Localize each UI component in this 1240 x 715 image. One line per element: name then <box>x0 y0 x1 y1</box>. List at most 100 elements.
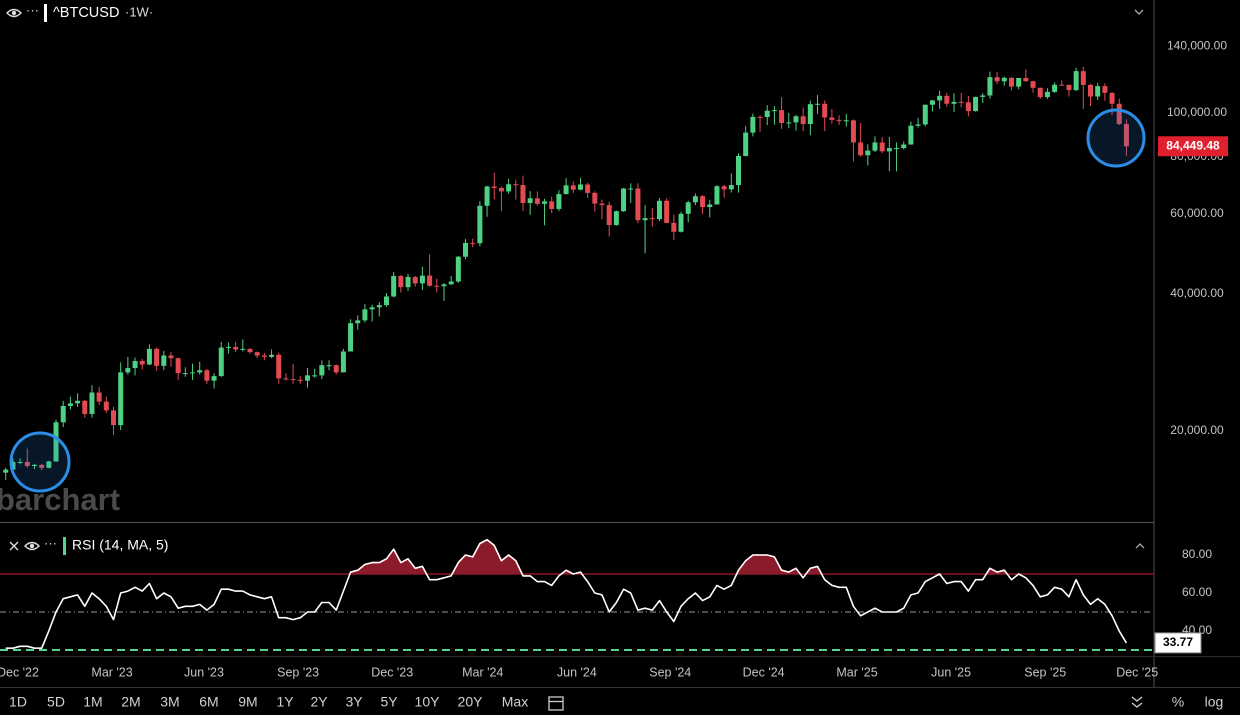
range-button[interactable]: 1D <box>9 694 27 710</box>
menu-dots[interactable]: ··· <box>44 535 57 550</box>
candle-body <box>182 373 188 375</box>
candle-body <box>592 192 598 204</box>
candle-body <box>613 211 619 226</box>
candle-body <box>807 104 813 125</box>
eye-icon[interactable] <box>24 541 40 551</box>
collapse-icon[interactable] <box>1134 9 1144 15</box>
candle-body <box>304 375 310 381</box>
candle-body <box>434 285 440 287</box>
candle-body <box>455 256 461 282</box>
candle-body <box>671 222 677 232</box>
candle-body <box>642 218 648 221</box>
candle-body <box>168 355 174 359</box>
candle-body <box>764 110 770 118</box>
collapse-icon[interactable] <box>1135 543 1145 549</box>
candle-body <box>197 370 203 373</box>
candle-body <box>628 188 634 190</box>
candle-body <box>441 284 447 287</box>
candle-body <box>125 368 131 373</box>
range-button[interactable]: 1Y <box>276 694 294 710</box>
candle-body <box>879 142 885 152</box>
range-button[interactable]: 2Y <box>310 694 328 710</box>
x-tick-label: Sep '24 <box>649 665 691 679</box>
range-button[interactable]: 3Y <box>345 694 363 710</box>
candle-body <box>96 392 102 402</box>
candle-body <box>678 213 684 232</box>
candle-body <box>585 184 591 193</box>
candle-body <box>886 148 892 152</box>
log-toggle[interactable]: log <box>1205 694 1224 710</box>
x-tick-label: Mar '23 <box>91 665 132 679</box>
rsi-line <box>5 538 1128 649</box>
candle-body <box>1066 84 1072 91</box>
y-tick-label: 80.00 <box>1182 547 1212 561</box>
range-button[interactable]: 2M <box>121 694 140 710</box>
candle-body <box>771 110 777 112</box>
highlight-circle <box>9 431 71 493</box>
watermark: barchart <box>0 482 120 517</box>
candle-body <box>31 464 37 467</box>
candle-body <box>1001 77 1007 82</box>
candle-body <box>398 276 404 288</box>
candle-body <box>858 142 864 156</box>
candle-body <box>484 186 490 206</box>
candle-body <box>319 365 325 376</box>
candle-body <box>240 348 246 350</box>
candle-body <box>218 347 224 377</box>
eye-icon[interactable] <box>6 8 22 18</box>
candle-body <box>24 461 30 467</box>
candle-body <box>973 96 979 112</box>
candle-body <box>707 204 713 208</box>
candle-body <box>405 276 411 288</box>
expand-icon[interactable] <box>1131 696 1143 708</box>
candle-body <box>850 120 856 143</box>
calendar-icon[interactable] <box>548 696 564 711</box>
candle-body <box>67 403 73 406</box>
candle-body <box>190 372 196 374</box>
price-pane <box>3 66 1129 481</box>
candle-body <box>664 200 670 223</box>
range-button[interactable]: 6M <box>199 694 218 710</box>
candle-body <box>247 348 253 353</box>
candle-body <box>103 401 109 411</box>
candle-body <box>333 365 339 373</box>
last-price-label: 84,449.48 <box>1166 138 1220 152</box>
candle-body <box>556 194 562 209</box>
range-button[interactable]: 9M <box>238 694 257 710</box>
candle-body <box>621 188 627 212</box>
price-header: ··· ^BTCUSD ·1W· <box>6 2 1144 22</box>
candle-body <box>254 352 260 356</box>
candle-body <box>786 122 792 124</box>
candle-body <box>527 198 533 203</box>
candle-body <box>53 422 59 462</box>
range-button[interactable]: Max <box>502 694 528 710</box>
candle-body <box>656 200 662 220</box>
candle-body <box>534 198 540 204</box>
range-button[interactable]: 5D <box>47 694 65 710</box>
close-icon[interactable] <box>9 541 19 551</box>
candle-body <box>944 95 950 104</box>
candle-body <box>261 355 267 357</box>
last-value-tag: 33.77 <box>1154 632 1202 654</box>
range-button[interactable]: 1M <box>83 694 102 710</box>
candle-body <box>383 296 389 306</box>
y-tick-label: 20,000.00 <box>1170 423 1224 437</box>
candle-body <box>520 185 526 203</box>
rsi-title: RSI (14, MA, 5) <box>72 537 168 553</box>
candle-body <box>836 119 842 121</box>
candle-body <box>793 116 799 123</box>
candle-body <box>829 117 835 120</box>
range-button[interactable]: 5Y <box>380 694 398 710</box>
candle-body <box>448 281 454 285</box>
range-button[interactable]: 3M <box>160 694 179 710</box>
candle-body <box>721 186 727 190</box>
menu-dots[interactable]: ··· <box>26 2 39 17</box>
candle-body <box>1073 71 1079 91</box>
range-button[interactable]: 20Y <box>458 694 484 710</box>
candle-body <box>692 196 698 203</box>
percent-toggle[interactable]: % <box>1172 694 1184 710</box>
candle-body <box>822 103 828 118</box>
range-button[interactable]: 10Y <box>415 694 441 710</box>
